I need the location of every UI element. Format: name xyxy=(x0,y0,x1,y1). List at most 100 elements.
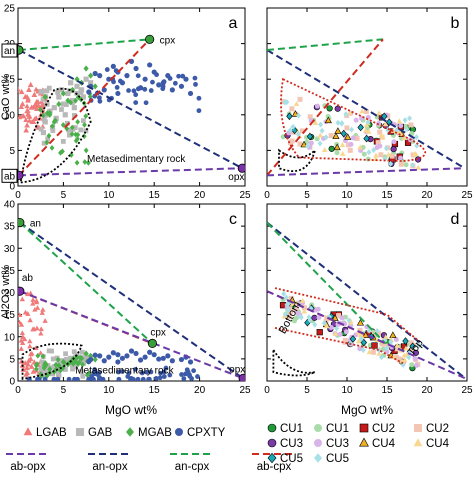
point-cpxty xyxy=(142,354,148,360)
point-cu4 xyxy=(376,350,382,356)
endmember-label: opx xyxy=(228,172,244,183)
point-lgab xyxy=(23,117,29,122)
point-cpxty xyxy=(92,367,98,372)
point-mgab xyxy=(83,113,89,120)
point-gab xyxy=(58,87,65,93)
point-cpxty xyxy=(181,376,187,381)
point-cpxty xyxy=(135,376,141,381)
point-cu5 xyxy=(282,311,288,318)
point-mgab xyxy=(73,355,79,362)
x-tick-label: 5 xyxy=(304,190,310,201)
point-lgab xyxy=(29,119,35,124)
point-gab xyxy=(53,115,59,121)
point-cu4 xyxy=(347,110,353,116)
point-cpxty xyxy=(178,356,185,363)
point-cu3 xyxy=(353,117,359,123)
point-cpxty xyxy=(130,376,136,381)
x-axis-title-left: MgO wt% xyxy=(105,403,157,417)
y-tick-label: 5 xyxy=(9,146,15,157)
point-lgab xyxy=(27,317,33,323)
point-gab xyxy=(46,348,52,354)
point-cu4 xyxy=(357,331,364,337)
point-gab xyxy=(72,125,78,130)
x-tick-label: 10 xyxy=(341,190,353,201)
point-cu3 xyxy=(308,140,314,146)
point-mgab xyxy=(75,361,81,368)
point-cu2 xyxy=(328,133,334,139)
point-lgab xyxy=(24,122,30,128)
legend-label: CU5 xyxy=(280,453,303,465)
point-cu1 xyxy=(409,362,415,368)
point-cu1 xyxy=(334,150,340,156)
point-lgab xyxy=(34,305,41,310)
point-cpxty xyxy=(160,355,166,361)
point-gab xyxy=(49,371,56,377)
point-lgab xyxy=(18,86,21,92)
legend-label: CU1 xyxy=(326,423,349,435)
point-gab xyxy=(63,102,69,107)
point-cpxty xyxy=(91,376,96,381)
point-cpxty xyxy=(150,79,155,85)
point-cpxty xyxy=(92,70,98,77)
point-cpxty xyxy=(179,372,184,377)
point-cu2 xyxy=(380,341,386,347)
point-cu5 xyxy=(283,294,289,301)
point-cpxty xyxy=(160,84,166,89)
point-cu5 xyxy=(343,111,349,118)
point-cu5 xyxy=(346,317,352,324)
point-cu3 xyxy=(316,315,322,321)
x-tick-label: 5 xyxy=(304,385,310,396)
point-cu4 xyxy=(331,314,339,321)
point-cu3 xyxy=(294,310,300,316)
point-cu3 xyxy=(390,145,397,153)
tie-line xyxy=(18,38,150,52)
point-cpxty xyxy=(119,355,126,361)
point-cu5 xyxy=(296,112,302,119)
panel-b: 0 5 10 15 20 25 b xyxy=(264,7,473,201)
tie-line xyxy=(19,221,154,345)
point-cu4 xyxy=(356,319,365,326)
x-tick-label: 10 xyxy=(103,190,115,201)
plot-area xyxy=(18,217,245,381)
point-cu4 xyxy=(366,349,373,355)
point-cpxty xyxy=(128,348,135,354)
point-cu5 xyxy=(358,335,364,342)
point-mgab xyxy=(83,147,89,154)
metasediment-envelope xyxy=(278,147,317,172)
point-cu2 xyxy=(324,315,330,321)
legend-marker-gab xyxy=(76,428,84,436)
point-cu3 xyxy=(398,155,404,161)
point-lgab xyxy=(31,91,38,97)
point-cu2 xyxy=(385,343,391,349)
point-lgab xyxy=(38,350,44,356)
legend-marker-cu3 xyxy=(314,439,322,447)
point-cu2 xyxy=(378,152,384,158)
point-cpxty xyxy=(66,376,72,381)
point-cu3 xyxy=(414,362,420,368)
point-gab xyxy=(56,372,62,378)
point-cu1 xyxy=(328,145,335,152)
panel-frame xyxy=(17,203,246,382)
point-cu2 xyxy=(363,109,369,115)
point-mgab xyxy=(73,97,79,104)
point-lgab xyxy=(33,86,39,92)
point-cu4 xyxy=(413,150,419,156)
endmember-cpx xyxy=(147,338,157,348)
point-cpxty xyxy=(165,353,171,359)
metasediment-envelope xyxy=(272,347,316,377)
point-cpxty xyxy=(133,366,138,372)
legend-label: CU3 xyxy=(326,438,349,450)
point-gab xyxy=(70,366,75,372)
panel-a: 05101520250510152025aancpxabopxMetasedim… xyxy=(1,4,251,201)
point-cu5 xyxy=(340,129,347,138)
legend-label: MGAB xyxy=(138,427,172,439)
legend-marker-lgab xyxy=(23,427,33,436)
point-gab xyxy=(38,126,44,132)
point-cu2 xyxy=(357,327,363,333)
point-gab xyxy=(79,349,85,355)
point-cpxty xyxy=(161,374,167,379)
point-cu5 xyxy=(349,126,355,133)
point-cu5 xyxy=(365,119,371,126)
point-lgab xyxy=(18,319,23,325)
point-cu4 xyxy=(401,352,408,358)
